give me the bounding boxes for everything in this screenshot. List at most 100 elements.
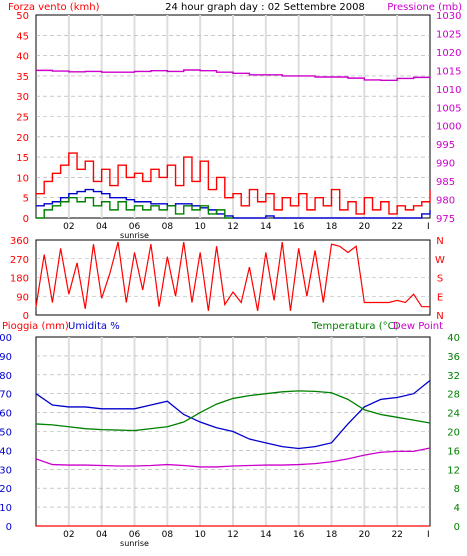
- wind-ytick: 45: [16, 31, 29, 42]
- climate-xtick: 02: [63, 530, 74, 540]
- climate-xtick: 18: [326, 530, 338, 540]
- series-wind-gust: [36, 152, 431, 215]
- wind-ytick: 5: [23, 194, 29, 205]
- climate-xtick: 08: [162, 530, 174, 540]
- climate-xtick: 20: [359, 530, 371, 540]
- pressure-ytick: 995: [436, 140, 455, 151]
- sunrise-label: sunrise: [120, 539, 149, 548]
- wind-ytick: 0: [23, 214, 29, 225]
- wind-xtick: 18: [326, 222, 338, 232]
- wind-ytick: 10: [16, 173, 29, 184]
- compass-ytick: N: [436, 311, 443, 322]
- compass-ytick: N: [436, 236, 443, 247]
- wind-xtick: 10: [194, 222, 206, 232]
- wind-ytick: 30: [16, 92, 29, 103]
- climate-xtick: 14: [260, 530, 272, 540]
- undefined: 21: [0, 0, 13, 3]
- humidity-ytick: 20: [0, 484, 12, 495]
- climate-xtick: I: [427, 530, 430, 540]
- temperature-ytick: 12: [447, 465, 460, 476]
- temperature-ytick: 36: [447, 352, 460, 363]
- dewpoint-axis-title: Dew Point: [393, 321, 443, 332]
- graph-title: 24 hour graph day : 02 Settembre 2008: [165, 2, 365, 13]
- rain-axis-title: Pioggia (mm): [2, 321, 69, 332]
- undefined: 18: [0, 0, 13, 3]
- series-umidita-: [35, 379, 431, 450]
- temperature-axis-title: Temperatura (°C): [311, 321, 399, 332]
- pressure-ytick: 1030: [436, 11, 461, 22]
- compass-ytick: E: [437, 292, 443, 303]
- climate-xtick: 16: [293, 530, 305, 540]
- series-wind-direction: [35, 241, 430, 311]
- temperature-ytick: 40: [447, 333, 460, 344]
- wind-axis-title: Forza vento (kmh): [8, 2, 100, 13]
- direction-ytick: 180: [10, 274, 29, 285]
- undefined: 12: [0, 0, 13, 3]
- humidity-ytick: 80: [0, 371, 12, 382]
- undefined: 27: [0, 0, 13, 3]
- humidity-ytick: 30: [0, 465, 12, 476]
- direction-ytick: 360: [10, 236, 29, 247]
- undefined: 24: [0, 0, 13, 3]
- sunrise-label: sunrise: [120, 231, 149, 240]
- humidity-ytick: 10: [0, 503, 12, 514]
- wind-ytick: 20: [16, 133, 29, 144]
- wind-ytick: 40: [16, 52, 29, 63]
- wind-xtick: 14: [260, 222, 272, 232]
- series-temperatura-c-: [35, 390, 431, 432]
- temperature-ytick: 8: [454, 484, 460, 495]
- pressure-ytick: 1015: [436, 66, 461, 77]
- wind-xtick: 04: [96, 222, 108, 232]
- climate-xtick: 12: [227, 530, 238, 540]
- humidity-ytick: 40: [0, 446, 12, 457]
- wind-ytick: 35: [16, 72, 29, 83]
- temperature-ytick: 24: [447, 409, 460, 420]
- series-pressione-mb-: [36, 69, 431, 82]
- undefined: 0: [0, 0, 6, 3]
- temperature-ytick: 28: [447, 390, 460, 401]
- pressure-ytick: 1010: [436, 85, 461, 96]
- compass-ytick: S: [437, 274, 443, 285]
- humidity-ytick: 90: [0, 352, 12, 363]
- pressure-ytick: 1000: [436, 122, 461, 133]
- wind-xtick: 08: [162, 222, 174, 232]
- wind-xtick: 22: [391, 222, 402, 232]
- climate-xtick: 04: [96, 530, 108, 540]
- undefined: 9: [0, 0, 6, 3]
- pressure-ytick: 980: [436, 196, 455, 207]
- chart-layer: 0510152025303540455097598098599099510001…: [0, 0, 461, 548]
- undefined: 15: [0, 0, 13, 3]
- climate-xtick: 22: [391, 530, 402, 540]
- wind-xtick: 12: [227, 222, 238, 232]
- wind-ytick: 50: [16, 11, 29, 22]
- series-wind-low: [36, 197, 233, 219]
- wind-xtick: 20: [359, 222, 371, 232]
- humidity-axis-title: Umidita %: [68, 321, 120, 332]
- humidity-ytick: 0: [6, 522, 12, 533]
- temperature-ytick: 4: [454, 503, 460, 514]
- undefined: 30: [0, 0, 13, 3]
- temperature-ytick: 0: [454, 522, 460, 533]
- pressure-ytick: 1005: [436, 103, 461, 114]
- wind-ytick: 15: [16, 153, 29, 164]
- humidity-ytick: 70: [0, 390, 12, 401]
- pressure-ytick: 1025: [436, 29, 461, 40]
- climate-xtick: 06: [129, 530, 141, 540]
- humidity-ytick: 60: [0, 409, 12, 420]
- wind-xtick: 02: [63, 222, 74, 232]
- pressure-axis-title: Pressione (mb): [387, 2, 462, 13]
- pressure-ytick: 990: [436, 159, 455, 170]
- undefined: 3: [0, 0, 6, 3]
- undefined: 6: [0, 0, 6, 3]
- pressure-ytick: 985: [436, 177, 455, 188]
- pressure-ytick: 975: [436, 214, 455, 225]
- wind-xtick: 16: [293, 222, 305, 232]
- direction-ytick: 270: [10, 255, 29, 266]
- temperature-ytick: 16: [447, 446, 460, 457]
- wind-xtick: I: [427, 222, 430, 232]
- direction-ytick: 0: [23, 311, 29, 322]
- wind-ytick: 25: [16, 113, 29, 124]
- wind-xtick: 06: [129, 222, 141, 232]
